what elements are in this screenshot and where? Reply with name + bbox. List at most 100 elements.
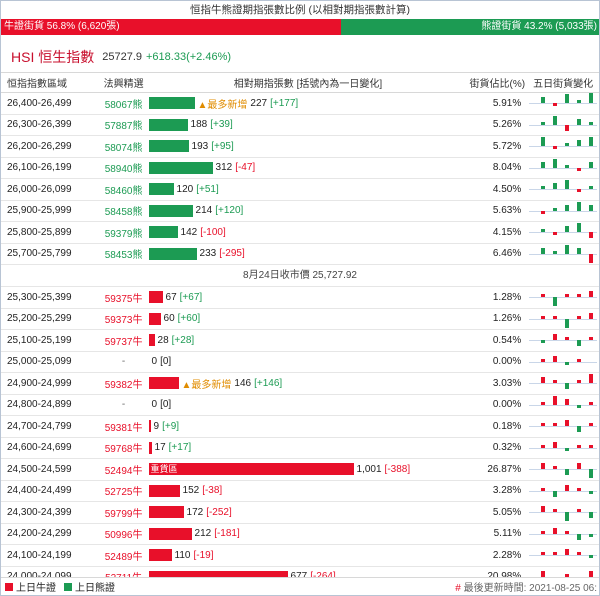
sparkline-baseline [529, 253, 598, 255]
heavy-zone-tag: 重貨區 [150, 464, 178, 475]
row-pick-code[interactable]: 52725牛 [104, 487, 143, 499]
contracts-bar [148, 226, 178, 239]
sparkline-bar [589, 291, 594, 298]
row-street-pct: 0.54% [492, 334, 522, 346]
sparkline-bar [565, 204, 570, 211]
five-day-sparkline [527, 481, 599, 502]
row-pick-code[interactable]: 59737牛 [104, 336, 143, 348]
five-day-sparkline [527, 502, 599, 523]
sparkline-bar [589, 93, 594, 104]
row-pick-code[interactable]: 58074熊 [104, 142, 143, 154]
sparkline-bar [577, 509, 582, 513]
sparkline-bar [565, 447, 570, 451]
five-day-sparkline [527, 287, 599, 308]
row-range: 25,200-25,299 [7, 313, 72, 325]
bull-row[interactable]: 25,100-25,199 59737牛 28 [+28] 0.54% [1, 330, 599, 352]
contracts-count: 17 [154, 442, 166, 454]
sparkline-bar [565, 361, 570, 365]
five-day-sparkline [527, 222, 599, 243]
sparkline-bar [541, 186, 546, 190]
bull-row[interactable]: 25,300-25,399 59375牛 67 [+67] 1.28% [1, 287, 599, 309]
sparkline-bar [577, 223, 582, 233]
row-street-pct: 5.05% [492, 506, 522, 518]
row-street-pct: 0.18% [492, 420, 522, 432]
five-day-sparkline [527, 395, 599, 416]
row-contracts: 172 [-252] [148, 502, 468, 523]
row-pick-code[interactable]: 50996牛 [104, 530, 143, 542]
sparkline-baseline [529, 297, 598, 299]
update-text: 最後更新時間: 2021-08-25 06: [463, 583, 597, 594]
row-pick-code[interactable]: 58458熊 [104, 207, 143, 219]
legend-bull-label: 上日牛證 [16, 583, 56, 594]
sparkline-bar [541, 315, 546, 319]
row-range: 25,100-25,199 [7, 334, 72, 346]
row-pick-code[interactable]: 59373牛 [104, 315, 143, 327]
row-five-day [527, 222, 599, 243]
bear-row[interactable]: 25,900-25,999 58458熊 214 [+120] 5.63% [1, 201, 599, 222]
row-pick-code[interactable]: 59768牛 [104, 444, 143, 456]
row-five-day [527, 545, 599, 566]
bear-row[interactable]: 25,800-25,899 59379熊 142 [-100] 4.15% [1, 222, 599, 244]
bull-bear-ratio-bar: 牛證街貨 56.8% (6,620張) 熊證街貨 43.2% (5,033張) [1, 19, 599, 35]
contracts-count: 9 [153, 420, 160, 432]
bull-row[interactable]: 24,600-24,699 59768牛 17 [+17] 0.32% [1, 438, 599, 459]
bull-row[interactable]: 24,100-24,199 52489牛 110 [-19] 2.28% [1, 545, 599, 567]
row-pick-code[interactable]: 58067熊 [104, 99, 143, 111]
sparkline-bar [565, 573, 570, 577]
bear-row[interactable]: 26,200-26,299 58074熊 193 [+95] 5.72% [1, 136, 599, 158]
contracts-count: 214 [195, 205, 213, 217]
row-pick-code[interactable]: 57887熊 [104, 121, 143, 133]
sparkline-bar [577, 315, 582, 319]
sparkline-bar [589, 490, 594, 494]
row-contracts: 142 [-100] [148, 222, 468, 243]
sparkline-bar [541, 487, 546, 491]
row-pick-code[interactable]: 58460熊 [104, 185, 143, 197]
row-pick-code[interactable]: 52489牛 [104, 551, 143, 563]
row-pick-code[interactable]: 59382牛 [104, 379, 143, 391]
row-pick-code[interactable]: 59799牛 [104, 508, 143, 520]
row-pick-code[interactable]: 59379熊 [104, 228, 143, 240]
sparkline-bar [589, 533, 594, 537]
bull-row[interactable]: 25,200-25,299 59373牛 60 [+60] 1.26% [1, 309, 599, 330]
sparkline-bar [553, 380, 558, 384]
row-pick-code[interactable]: 59375牛 [104, 293, 143, 305]
bull-row[interactable]: 24,200-24,299 50996牛 212 [-181] 5.11% [1, 524, 599, 545]
bear-row[interactable]: 26,300-26,399 57887熊 188 [+39] 5.26% [1, 115, 599, 136]
row-street-pct: 26.87% [487, 463, 522, 475]
contracts-change: [-47] [235, 162, 256, 174]
bull-row[interactable]: 24,400-24,499 52725牛 152 [-38] 3.28% [1, 481, 599, 502]
sparkline-bar [541, 506, 546, 513]
hsi-summary: HSI 恒生指數 25727.9 +618.33(+2.46%) [1, 41, 599, 73]
bull-row[interactable]: 24,500-24,599 52494牛 重貨區 1,001 [-388] 26.87% [1, 459, 599, 481]
bear-row[interactable]: 26,100-26,199 58940熊 312 [-47] 8.04% [1, 158, 599, 179]
header-street-pct: 街貨佔比(%) [469, 79, 526, 90]
contracts-bar [148, 97, 195, 110]
row-pick-code[interactable]: 58453熊 [104, 250, 143, 262]
row-pick-code[interactable]: 58940熊 [104, 164, 143, 176]
row-pick-code[interactable]: 52494牛 [104, 465, 143, 477]
bull-row[interactable]: 24,700-24,799 59381牛 9 [+9] 0.18% [1, 416, 599, 438]
row-street-pct: 5.63% [492, 205, 522, 217]
bear-row[interactable]: 26,400-26,499 58067熊 ▲最多新增 227 [+177] 5.91% [1, 93, 599, 115]
row-contracts: 193 [+95] [148, 136, 468, 157]
sparkline-bar [589, 512, 594, 519]
table-header: 恒指指數區域 法興精選 相對期指張數 [括號內為一日變化] 街貨佔比(%) 五日… [1, 73, 599, 93]
bull-row[interactable]: 25,000-25,099 - 0 [0] 0.00% [1, 352, 599, 373]
row-five-day [527, 352, 599, 373]
sparkline-bar [541, 340, 546, 344]
five-day-sparkline [527, 93, 599, 114]
bull-row[interactable]: 24,900-24,999 59382牛 ▲最多新增 146 [+146] 3.03% [1, 373, 599, 395]
row-contracts: 152 [-38] [148, 481, 468, 502]
bear-row[interactable]: 25,700-25,799 58453熊 233 [-295] 6.46% [1, 244, 599, 265]
bull-row[interactable]: 24,800-24,899 - 0 [0] 0.00% [1, 395, 599, 416]
row-pick-code[interactable]: 59381牛 [104, 422, 143, 434]
row-five-day [527, 459, 599, 480]
row-contracts: 60 [+60] [148, 309, 468, 330]
bear-row[interactable]: 26,000-26,099 58460熊 120 [+51] 4.50% [1, 179, 599, 201]
sparkline-bar [553, 355, 558, 362]
header-contracts: 相對期指張數 [括號內為一日變化] [233, 79, 383, 90]
bull-row[interactable]: 24,300-24,399 59799牛 172 [-252] 5.05% [1, 502, 599, 524]
row-range: 24,800-24,899 [7, 399, 72, 411]
row-five-day [527, 502, 599, 523]
